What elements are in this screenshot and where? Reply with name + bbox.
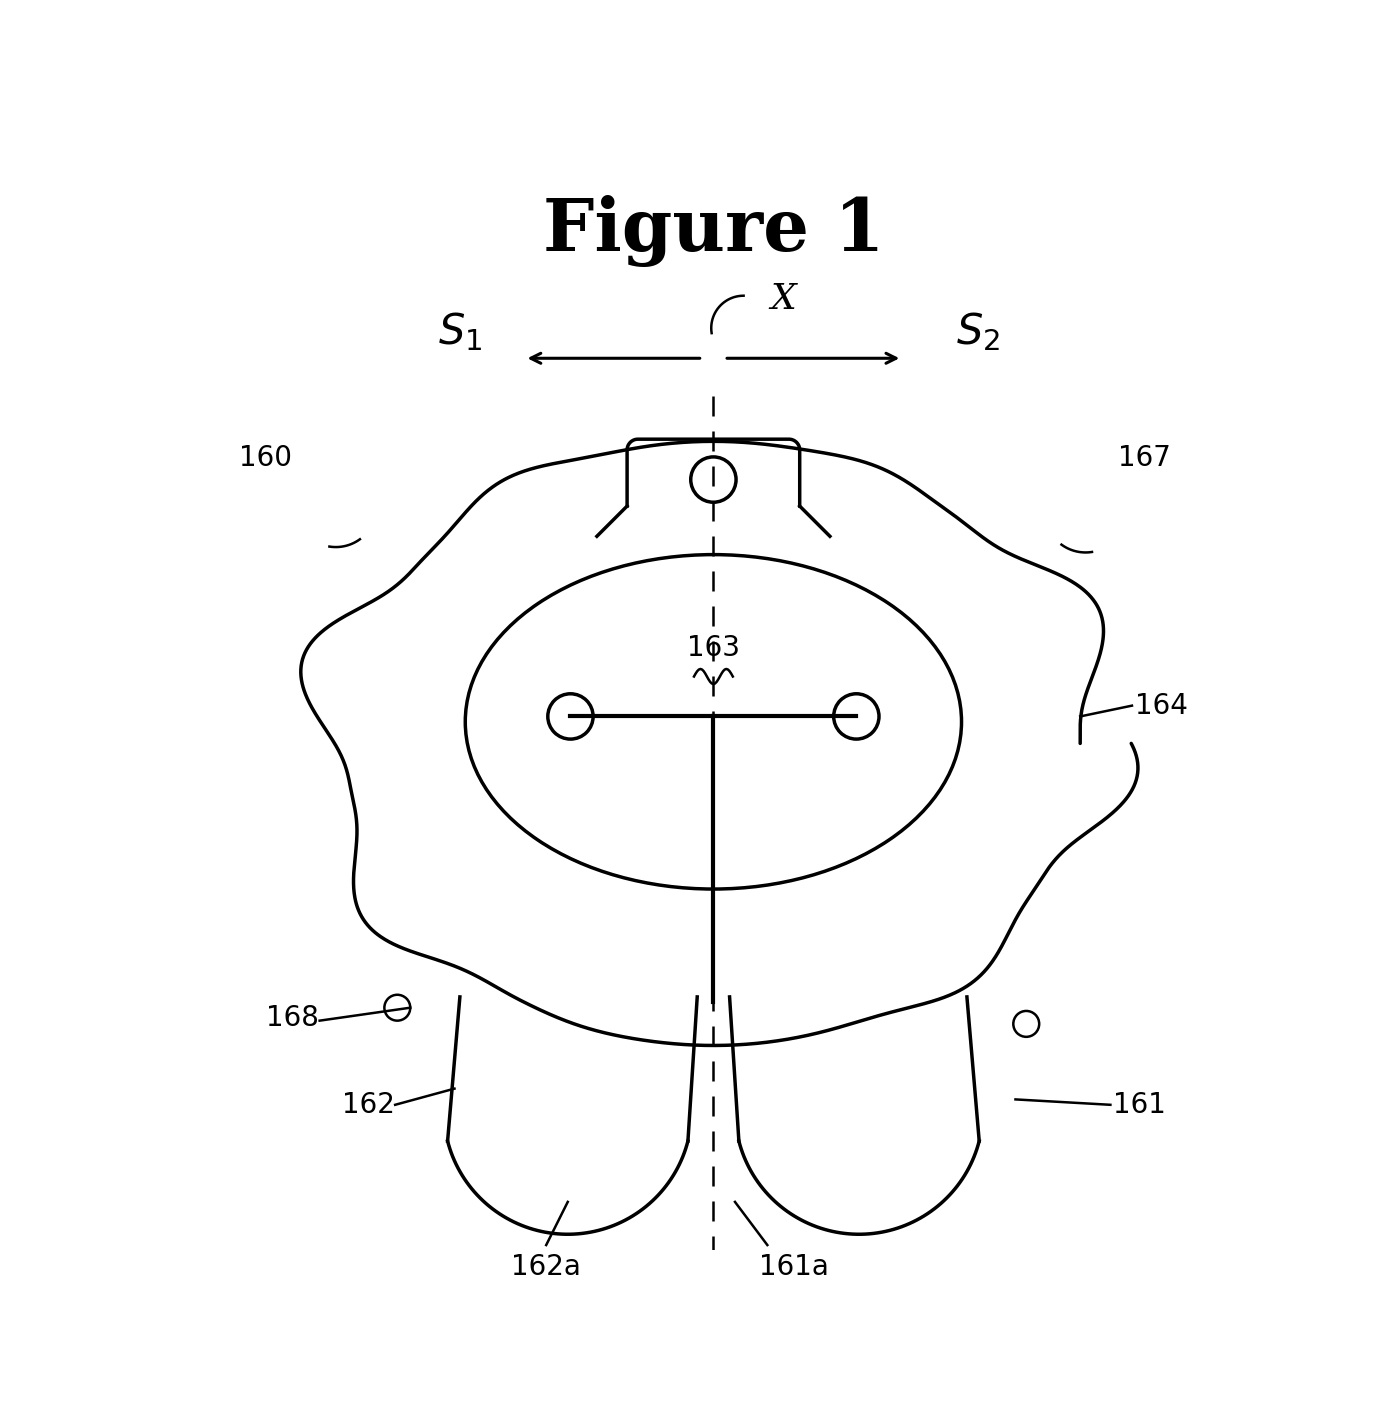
Text: 164: 164 — [1134, 691, 1187, 719]
Text: $S_1$: $S_1$ — [437, 310, 482, 353]
Text: 168: 168 — [266, 1004, 319, 1032]
Text: $S_2$: $S_2$ — [956, 310, 999, 353]
Text: 163: 163 — [686, 635, 741, 663]
Text: 167: 167 — [1119, 444, 1171, 472]
Text: 162a: 162a — [511, 1253, 580, 1281]
Text: X: X — [771, 282, 796, 315]
Text: 161: 161 — [1114, 1091, 1166, 1119]
Text: 162: 162 — [342, 1091, 394, 1119]
Text: 160: 160 — [239, 444, 292, 472]
Text: Figure 1: Figure 1 — [543, 194, 884, 268]
Text: 161a: 161a — [760, 1253, 830, 1281]
